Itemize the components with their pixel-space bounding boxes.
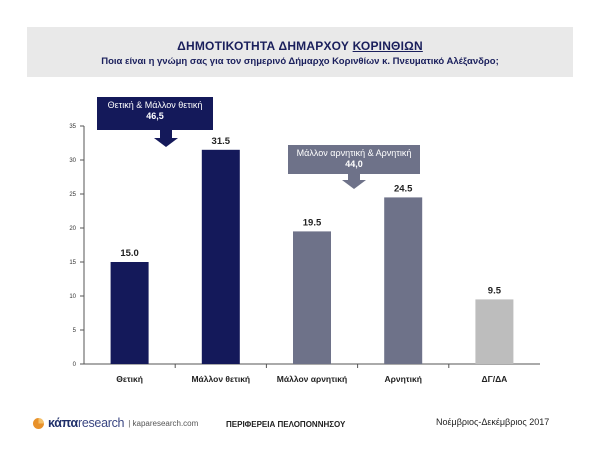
category-label: Μάλλον θετική [191, 374, 250, 384]
callout-positive: Θετική & Μάλλον θετική 46,5 [97, 100, 213, 122]
y-tick-label: 15 [69, 260, 76, 266]
callout-negative-box [288, 145, 420, 174]
footer-logo: κάπαresearch | kaparesearch.com [32, 415, 198, 431]
category-label: ΔΓ/ΔΑ [481, 374, 507, 384]
bar [475, 299, 514, 364]
callout-negative-arrow-icon [342, 174, 366, 189]
callout-positive-label: Θετική & Μάλλον θετική [107, 100, 203, 110]
brand-site: | kaparesearch.com [128, 418, 199, 428]
header-banner: ΔΗΜΟΤΙΚΟΤΗΤΑ ΔΗΜΑΡΧΟΥ ΚΟΡΙΝΘΙΩΝ Ποια είν… [27, 27, 573, 77]
y-tick-label: 30 [69, 158, 76, 164]
y-tick-label: 35 [69, 124, 76, 130]
brand-part-a: κάπα [48, 416, 78, 430]
bar [201, 149, 240, 364]
callout-positive-arrow-icon [154, 130, 178, 147]
y-tick-label: 20 [69, 226, 76, 232]
bar [384, 197, 423, 364]
page-title: ΔΗΜΟΤΙΚΟΤΗΤΑ ΔΗΜΑΡΧΟΥ ΚΟΡΙΝΘΙΩΝ [27, 39, 573, 53]
brand-name: κάπαresearch [48, 416, 124, 430]
page-subtitle: Ποια είναι η γνώμη σας για τον σημερινό … [101, 56, 499, 67]
kapa-logo-icon [32, 417, 45, 430]
title-city: ΚΟΡΙΝΘΙΩΝ [352, 39, 423, 53]
callout-shapes [97, 97, 420, 189]
bar-value-label: 19.5 [303, 217, 322, 228]
category-label: Μάλλον αρνητική [277, 374, 347, 384]
callout-negative: Μάλλον αρνητική & Αρνητική 44,0 [288, 148, 420, 170]
y-tick-label: 5 [73, 328, 77, 334]
bar-value-label: 24.5 [394, 183, 413, 194]
bars: 15.0 Θετική 31.5 Μάλλον θετική 19.5 Μάλλον αρ… [110, 136, 514, 384]
y-tick-label: 25 [69, 192, 76, 198]
category-label: Αρνητική [384, 374, 421, 384]
bar-value-label: 9.5 [488, 285, 502, 296]
footer-date: Νοέμβριος-Δεκέμβριος 2017 [436, 417, 550, 427]
y-tick-label: 0 [73, 362, 77, 368]
bar-value-label: 31.5 [212, 136, 231, 147]
callout-negative-value: 44,0 [345, 159, 363, 169]
footer-region: ΠΕΡΙΦΕΡΕΙΑ ΠΕΛΟΠΟΝΝΗΣΟΥ [226, 420, 346, 429]
callout-positive-value: 46,5 [146, 111, 164, 121]
y-tick-label: 10 [69, 294, 76, 300]
title-main: ΔΗΜΟΤΙΚΟΤΗΤΑ ΔΗΜΑΡΧΟΥ [177, 39, 353, 53]
callout-negative-label: Μάλλον αρνητική & Αρνητική [296, 148, 412, 158]
callout-positive-box [97, 97, 213, 130]
bar [110, 262, 149, 364]
category-label: Θετική [116, 374, 143, 384]
bar-value-label: 15.0 [120, 248, 139, 259]
bar [293, 231, 331, 364]
brand-part-b: research [77, 416, 125, 430]
